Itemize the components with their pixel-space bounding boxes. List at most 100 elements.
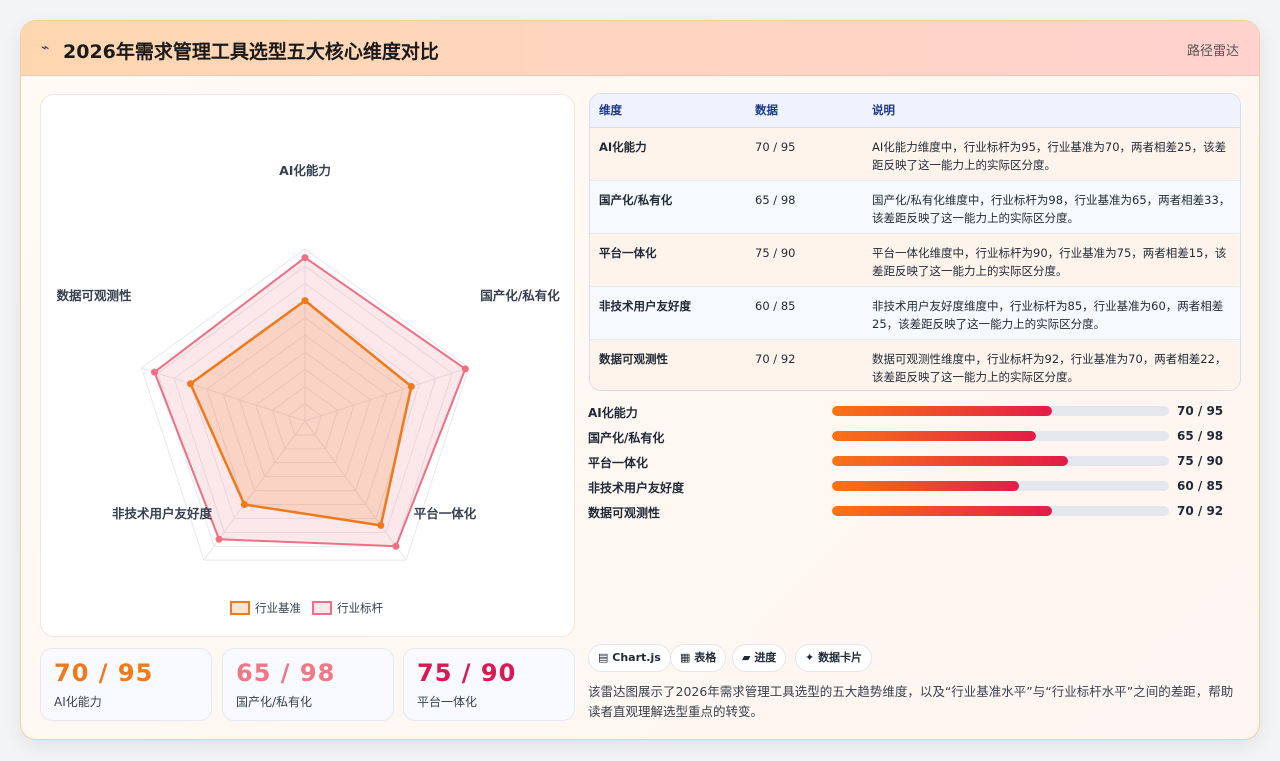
progress-label: 数据可观测性 <box>588 506 661 520</box>
table-header-dimension: 维度 <box>590 94 746 128</box>
progress-fill <box>832 456 1068 466</box>
progress-value: 70 / 95 <box>1177 404 1224 418</box>
stat-label: AI化能力 <box>54 695 102 709</box>
table-row: 非技术用户友好度 60 / 85 非技术用户友好度维度中，行业标杆为85，行业基… <box>590 286 1240 340</box>
axis-label: AI化能力 <box>279 163 331 178</box>
table-cell-data: 60 / 85 <box>746 286 863 340</box>
table-icon: ▦ <box>680 651 691 664</box>
stat-card-platform: 75 / 90 平台一体化 <box>403 648 575 721</box>
table-cell-data: 70 / 92 <box>746 339 863 390</box>
legend-swatch <box>312 601 332 615</box>
progress-track <box>832 431 1169 441</box>
legend-label: 行业基准 <box>255 601 301 615</box>
series-area-baseline <box>189 299 413 527</box>
sparkle-icon: ✦ <box>805 651 815 664</box>
legend-label: 行业标杆 <box>337 601 383 615</box>
data-point <box>407 382 415 390</box>
progress-row: 数据可观测性 70 / 92 <box>588 501 1248 526</box>
table-row: 国产化/私有化 65 / 98 国产化/私有化维度中，行业标杆为98，行业基准为… <box>590 180 1240 234</box>
table-header-data: 数据 <box>746 94 863 128</box>
table-cell-description: 平台一体化维度中，行业标杆为90，行业基准为75，两者相差15，该差距反映了这一… <box>863 233 1240 287</box>
table-cell-dimension: 平台一体化 <box>590 233 746 287</box>
progress-list: AI化能力 70 / 95 国产化/私有化 65 / 98 平台一体化 75 /… <box>588 401 1248 526</box>
radar-grid-ring <box>271 385 339 450</box>
table-header-description: 说明 <box>863 94 1240 128</box>
data-point <box>301 297 309 305</box>
radar-spoke <box>304 367 469 422</box>
radar-grid-ring <box>206 317 404 505</box>
axis-label: 国产化/私有化 <box>480 288 560 303</box>
table-cell-description: 非技术用户友好度维度中，行业标杆为85，行业基准为60，两者相差25，该差距反映… <box>863 286 1240 340</box>
axis-label: 数据可观测性 <box>55 288 132 303</box>
progress-value: 60 / 85 <box>1177 479 1224 493</box>
stat-card-localization: 65 / 98 国产化/私有化 <box>222 648 394 721</box>
spark-icon: ⌁ <box>41 40 50 56</box>
chip-progress[interactable]: ▰ 进度 <box>732 644 787 672</box>
table-row: AI化能力 70 / 95 AI化能力维度中，行业标杆为95，行业基准为70，两… <box>590 127 1240 181</box>
progress-row: 非技术用户友好度 60 / 85 <box>588 476 1248 501</box>
progress-track <box>832 481 1169 491</box>
chip-data-cards[interactable]: ✦ 数据卡片 <box>795 644 873 672</box>
progress-label: 非技术用户友好度 <box>588 481 685 495</box>
radar-grid-ring <box>238 351 372 478</box>
data-point <box>240 500 248 508</box>
legend-swatch <box>230 601 250 615</box>
chip-table[interactable]: ▦ 表格 <box>670 644 727 672</box>
data-point <box>377 521 385 529</box>
progress-label: 国产化/私有化 <box>588 431 665 445</box>
radar-grid-ring <box>157 265 453 547</box>
progress-track <box>832 406 1169 416</box>
table-row: 数据可观测性 70 / 92 数据可观测性维度中，行业标杆为92，行业基准为70… <box>590 339 1240 390</box>
progress-value: 70 / 92 <box>1177 504 1224 518</box>
data-point <box>151 368 159 376</box>
radar-grid-ring <box>288 403 322 436</box>
data-table: 维度 数据 说明 AI化能力 70 / 95 AI化能力维度中，行业标杆为95，… <box>589 93 1241 391</box>
chart-description: 该雷达图展示了2026年需求管理工具选型的五大趋势维度，以及“行业基准水平”与“… <box>588 684 1234 719</box>
progress-icon: ▰ <box>742 651 751 664</box>
chip-chartjs[interactable]: ▤ Chart.js <box>588 644 671 672</box>
table-row: 平台一体化 75 / 90 平台一体化维度中，行业标杆为90，行业基准为75，两… <box>590 233 1240 287</box>
data-point <box>461 365 469 373</box>
progress-label: 平台一体化 <box>588 456 649 470</box>
stat-value: 65 / 98 <box>236 659 336 687</box>
progress-fill <box>832 506 1052 516</box>
stat-card-ai: 70 / 95 AI化能力 <box>40 648 212 721</box>
stat-label: 国产化/私有化 <box>236 695 313 709</box>
chart-icon: ▤ <box>598 651 609 664</box>
radar-grid-ring <box>255 368 355 464</box>
table-cell-dimension: AI化能力 <box>590 127 746 181</box>
chip-label: 表格 <box>694 651 717 664</box>
table-cell-description: AI化能力维度中，行业标杆为95，行业基准为70，两者相差25，该差距反映了这一… <box>863 127 1240 181</box>
table-cell-data: 75 / 90 <box>746 233 863 287</box>
table-cell-dimension: 非技术用户友好度 <box>590 286 746 340</box>
chip-label: 进度 <box>754 651 777 664</box>
chip-label: 数据卡片 <box>818 651 863 664</box>
table-cell-dimension: 国产化/私有化 <box>590 180 746 234</box>
radar-spoke <box>304 420 407 561</box>
progress-track <box>832 456 1169 466</box>
stat-value: 75 / 90 <box>417 659 517 687</box>
dashboard-card: ⌁ 2026年需求管理工具选型五大核心维度对比 路径雷达 AI化能力 国产化/私有… <box>20 20 1260 740</box>
progress-label: AI化能力 <box>588 406 638 420</box>
progress-fill <box>832 406 1052 416</box>
progress-fill <box>832 431 1036 441</box>
table-cell-description: 国产化/私有化维度中，行业标杆为98，行业基准为65，两者相差33，该差距反映了… <box>863 180 1240 234</box>
axis-label: 平台一体化 <box>414 506 477 521</box>
progress-fill <box>832 481 1020 491</box>
table-cell-dimension: 数据可观测性 <box>590 339 746 390</box>
progress-track <box>832 506 1169 516</box>
radar-chart-panel: AI化能力国产化/私有化平台一体化 非技术用户友好度 数据可观测性行业基准 行业标杆 <box>40 94 575 637</box>
table-cell-description: 数据可观测性维度中，行业标杆为92，行业基准为70，两者相差22，该差距反映了这… <box>863 339 1240 390</box>
data-point <box>186 380 194 388</box>
data-point <box>215 535 223 543</box>
data-point <box>301 254 309 262</box>
axis-label: 非技术用户友好度 <box>112 506 213 521</box>
chart-type-tag: 路径雷达 <box>1186 44 1239 59</box>
radar-grid-ring <box>222 334 388 492</box>
progress-value: 65 / 98 <box>1177 429 1224 443</box>
header-bar: ⌁ 2026年需求管理工具选型五大核心维度对比 路径雷达 <box>21 21 1259 76</box>
radar-spoke <box>141 367 306 422</box>
progress-row: 国产化/私有化 65 / 98 <box>588 426 1248 451</box>
series-area-benchmark <box>153 256 467 548</box>
